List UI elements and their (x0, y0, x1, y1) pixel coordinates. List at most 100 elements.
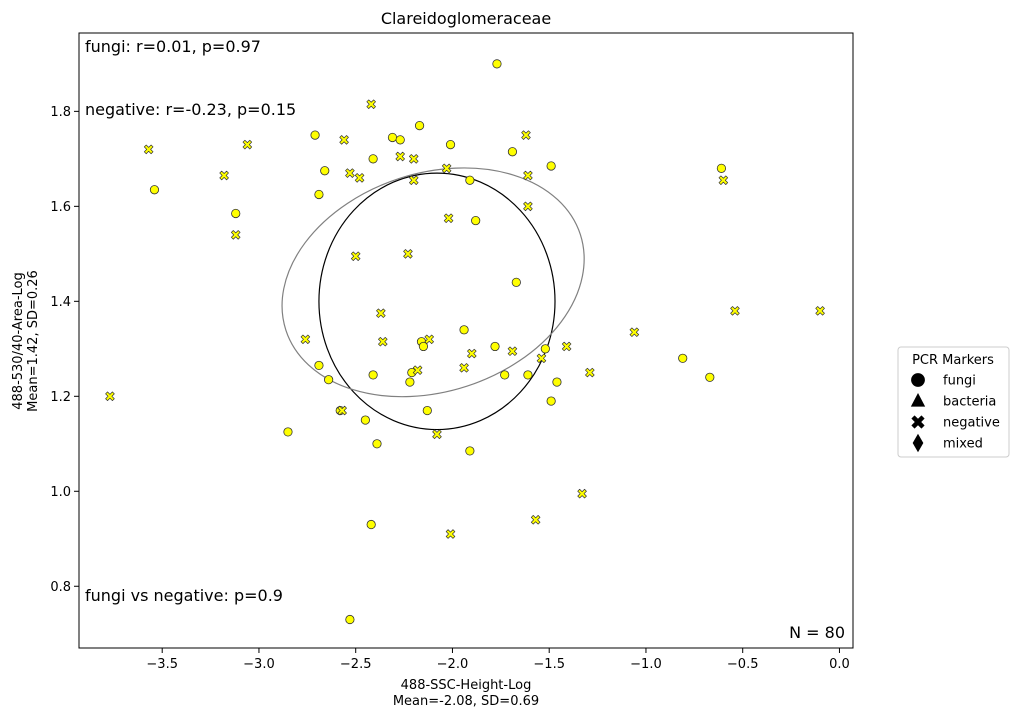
fungi-point (283, 427, 293, 437)
negative-point (339, 135, 349, 145)
fungi-point (414, 121, 425, 131)
negative-point (242, 139, 253, 150)
x-tick-label: −1.5 (533, 657, 565, 672)
fungi-point (465, 175, 475, 185)
x-tick-label: 0.0 (829, 657, 850, 672)
fungi-ellipse (318, 172, 556, 431)
negative-point (815, 306, 825, 316)
fungi-point (471, 215, 481, 226)
negative-point (366, 99, 376, 109)
fungi-point (314, 360, 324, 371)
fungi-point (360, 415, 370, 425)
y-axis-label: 488-530/40-Area-Log (11, 272, 26, 409)
plot-area (78, 32, 854, 649)
x-tick-label: −3.5 (146, 657, 178, 672)
y-ticks: 0.8 1.0 1.2 1.4 1.6 1.8 (50, 105, 79, 595)
negative-point (536, 353, 547, 364)
negative-point (523, 201, 533, 212)
negative-point (350, 251, 361, 261)
negative-point (424, 334, 434, 345)
x-ticks: −3.5 −3.0 −2.5 −2.0 −1.5 −1.0 −0.5 0.0 (146, 648, 850, 672)
legend-title: PCR Markers (912, 353, 994, 368)
legend: PCR Markers fungi bacteria negative mixed (897, 346, 1010, 458)
negative-point (409, 175, 419, 185)
negative-point (376, 308, 386, 318)
plot-frame (78, 32, 854, 649)
negative-point (730, 306, 740, 316)
negative-point (337, 405, 347, 416)
fungi-stats-annotation: fungi: r=0.01, p=0.97 (85, 37, 261, 56)
legend-bacteria-label: bacteria (943, 395, 996, 410)
x-axis-stats: Mean=-2.08, SD=0.69 (393, 694, 539, 709)
fungi-point (523, 370, 533, 380)
negative-point (403, 249, 413, 259)
fungi-point (314, 189, 324, 200)
y-tick-label: 1.8 (50, 105, 71, 120)
x-tick-label: −2.0 (437, 657, 469, 672)
fungi-point (345, 614, 355, 625)
negative-point (443, 213, 454, 223)
negative-point (231, 230, 241, 240)
x-tick-label: −2.5 (340, 657, 372, 672)
y-axis-stats: Mean=1.42, SD=0.26 (26, 270, 41, 412)
negative-point (378, 336, 388, 347)
negative-point (459, 363, 469, 373)
negative-point (300, 334, 311, 345)
point-layer (105, 59, 825, 625)
fungi-point (310, 130, 320, 140)
legend-frame (897, 346, 1010, 458)
y-tick-label: 1.6 (50, 200, 71, 215)
legend-negative-marker (911, 415, 925, 429)
negative-point (521, 130, 531, 140)
fungi-point (422, 405, 432, 416)
y-tick-label: 1.2 (50, 390, 71, 405)
negative-point (432, 429, 442, 440)
negative-stats-annotation: negative: r=-0.23, p=0.15 (85, 100, 296, 119)
negative-ellipse (281, 167, 585, 398)
fungi-point (678, 353, 688, 363)
fungi-point (507, 147, 518, 157)
fungi-point (552, 377, 562, 387)
fungi-point (716, 163, 727, 173)
fungi-point (540, 344, 550, 354)
negative-point (718, 175, 729, 185)
comparison-annotation: fungi vs negative: p=0.9 (85, 586, 283, 605)
negative-point (585, 367, 595, 378)
fungi-point (149, 185, 160, 195)
negative-point (219, 170, 229, 181)
fungi-point (395, 135, 405, 145)
fungi-point (500, 370, 510, 380)
x-tick-label: −1.0 (630, 657, 662, 672)
legend-mixed-marker (912, 433, 924, 453)
legend-mixed-label: mixed (943, 437, 983, 452)
negative-point (143, 144, 154, 155)
fungi-point (418, 341, 429, 352)
negative-point (445, 529, 456, 539)
legend-negative-label: negative (943, 416, 1000, 431)
fungi-point (546, 396, 556, 406)
legend-bacteria-marker (910, 392, 926, 407)
fungi-point (320, 166, 330, 176)
fungi-point (445, 140, 456, 150)
negative-point (354, 173, 365, 183)
fungi-point (546, 161, 556, 171)
negative-point (561, 341, 572, 352)
fungi-point (368, 370, 378, 380)
negative-point (105, 391, 115, 402)
negative-point (409, 154, 419, 164)
fungi-point (372, 439, 382, 449)
negative-point (523, 170, 533, 181)
fungi-point (492, 59, 502, 69)
x-tick-label: −3.0 (243, 657, 275, 672)
n-count-label: N = 80 (789, 623, 845, 642)
fungi-point (705, 372, 715, 382)
negative-point (629, 327, 640, 337)
fungi-point (465, 446, 475, 456)
fungi-point (490, 341, 500, 352)
negative-point (507, 346, 518, 356)
negative-point (395, 151, 405, 162)
x-axis-label: 488-SSC-Height-Log (401, 678, 532, 693)
negative-point (412, 365, 423, 375)
